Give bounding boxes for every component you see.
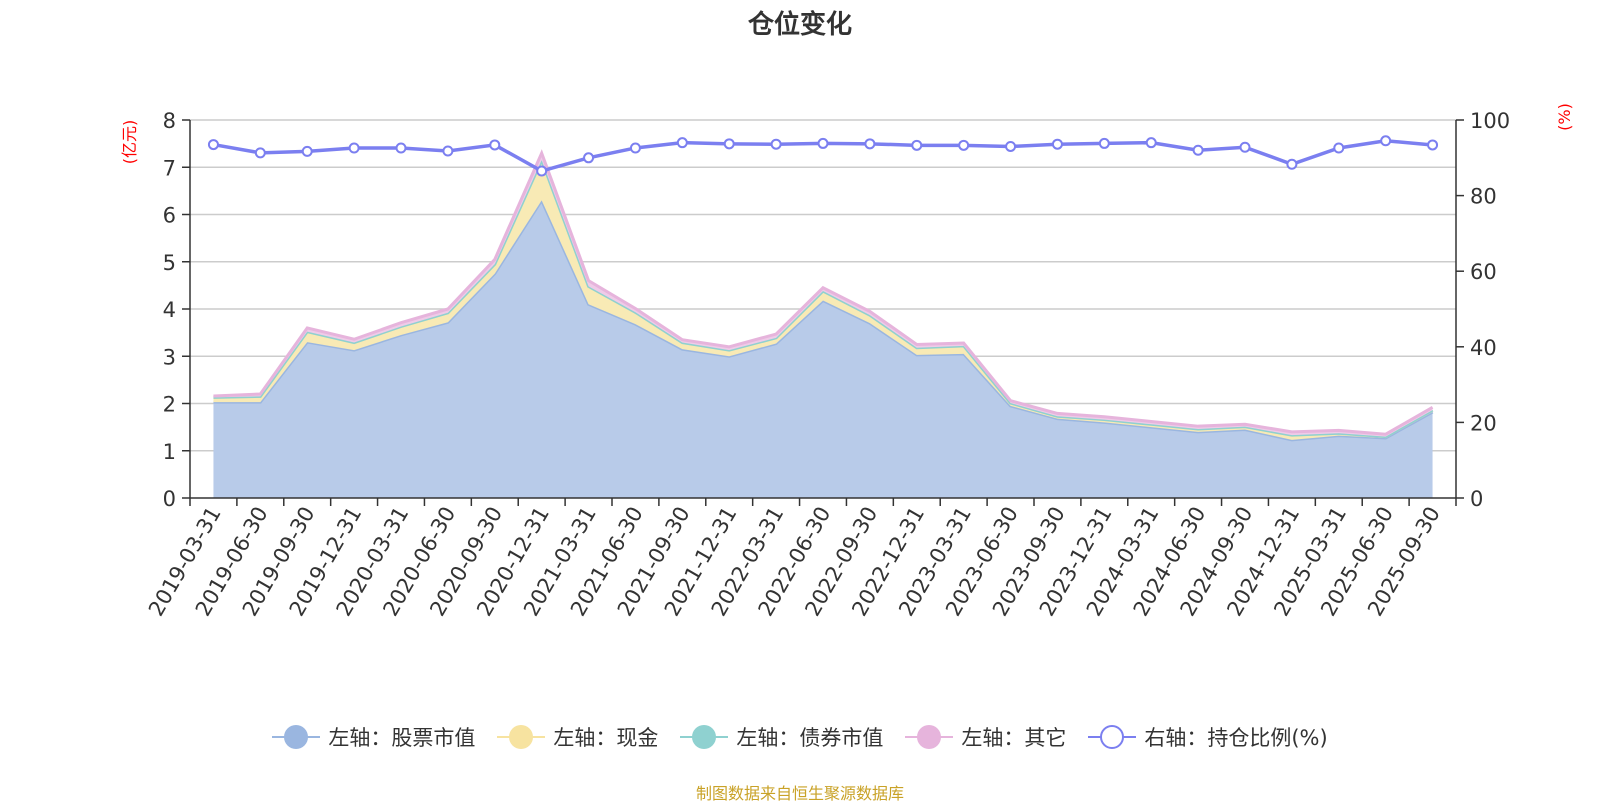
left-tick-label: 6	[163, 204, 176, 228]
legend-item[interactable]: 左轴：债券市值	[680, 722, 883, 752]
left-tick-label: 5	[163, 251, 176, 275]
left-tick-label: 1	[163, 440, 176, 464]
right-tick-label: 60	[1470, 260, 1497, 284]
ratio-point	[864, 138, 876, 150]
legend-label: 左轴：股票市值	[328, 726, 476, 750]
legend-item[interactable]: 左轴：股票市值	[272, 722, 475, 752]
ratio-point	[583, 152, 595, 164]
right-tick-label: 80	[1470, 185, 1497, 209]
legend-symbol-icon	[680, 724, 729, 750]
ratio-point	[676, 137, 688, 149]
left-axis-unit: (亿元)	[120, 120, 139, 165]
right-axis-unit: (%)	[1555, 103, 1574, 131]
ratio-point	[723, 138, 735, 150]
legend-symbol-icon	[1088, 724, 1137, 750]
ratio-point	[1333, 142, 1345, 154]
ratio-point	[536, 165, 548, 177]
ratio-point	[629, 142, 641, 154]
right-tick-label: 100	[1470, 109, 1510, 133]
ratio-point	[1286, 158, 1298, 170]
legend-symbol-icon	[497, 724, 546, 750]
ratio-point	[1051, 138, 1063, 150]
stacked-areas	[213, 149, 1434, 498]
legend-item[interactable]: 左轴：其它	[905, 722, 1066, 752]
legend: 左轴：股票市值 左轴：现金 左轴：债券市值 左轴：其它 右轴：持仓比例(%)	[0, 722, 1600, 752]
ratio-point	[442, 145, 454, 157]
ratio-point	[1192, 144, 1204, 156]
right-tick-label: 20	[1470, 411, 1497, 435]
ratio-point	[254, 147, 266, 159]
ratio-line	[207, 135, 1439, 177]
legend-label: 左轴：其它	[961, 726, 1067, 750]
legend-item[interactable]: 左轴：现金	[497, 722, 658, 752]
ratio-point	[348, 142, 360, 154]
right-tick-label: 0	[1470, 487, 1483, 511]
chart-title: 仓位变化	[747, 10, 852, 40]
area-series-0	[213, 200, 1433, 498]
left-tick-label: 2	[163, 393, 176, 417]
legend-symbol-icon	[905, 724, 954, 750]
ratio-point	[911, 139, 923, 151]
ratio-point	[301, 145, 313, 157]
right-tick-label: 40	[1470, 336, 1497, 360]
ratio-point	[1239, 141, 1251, 153]
area-series-edge-3	[213, 149, 1434, 436]
source-note: 制图数据来自恒生聚源数据库	[695, 784, 904, 803]
ratio-point	[817, 137, 829, 149]
ratio-point	[1380, 135, 1392, 147]
legend-label: 左轴：现金	[553, 726, 659, 750]
ratio-point	[1145, 137, 1157, 149]
ratio-point	[1005, 140, 1017, 152]
ratio-point	[207, 139, 219, 151]
left-tick-label: 4	[163, 298, 176, 322]
legend-label: 右轴：持仓比例(%)	[1144, 726, 1328, 750]
legend-label: 左轴：债券市值	[736, 726, 884, 750]
ratio-point	[489, 139, 501, 151]
ratio-point	[1098, 137, 1110, 149]
chart-canvas: 0123456780204060801002019-03-312019-06-3…	[120, 103, 1574, 620]
legend-item[interactable]: 右轴：持仓比例(%)	[1088, 722, 1328, 752]
area-series-1	[213, 160, 1433, 440]
left-tick-label: 0	[163, 487, 176, 511]
ratio-point	[770, 138, 782, 150]
ratio-point	[958, 139, 970, 151]
ratio-point	[395, 142, 407, 154]
left-tick-label: 7	[163, 156, 176, 180]
left-tick-label: 3	[163, 345, 176, 369]
ratio-point	[1427, 139, 1439, 151]
legend-symbol-icon	[272, 724, 321, 750]
left-tick-label: 8	[163, 109, 176, 133]
